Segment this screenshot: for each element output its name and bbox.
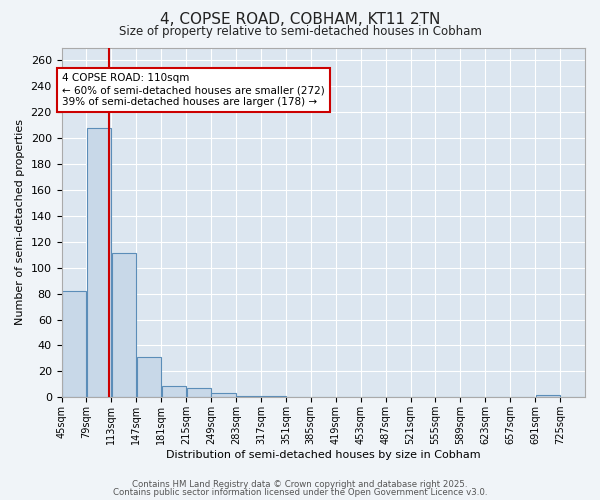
Text: Size of property relative to semi-detached houses in Cobham: Size of property relative to semi-detach… (119, 25, 481, 38)
Text: Contains public sector information licensed under the Open Government Licence v3: Contains public sector information licen… (113, 488, 487, 497)
Text: 4 COPSE ROAD: 110sqm
← 60% of semi-detached houses are smaller (272)
39% of semi: 4 COPSE ROAD: 110sqm ← 60% of semi-detac… (62, 74, 325, 106)
Text: 4, COPSE ROAD, COBHAM, KT11 2TN: 4, COPSE ROAD, COBHAM, KT11 2TN (160, 12, 440, 28)
Bar (187, 388, 211, 398)
Bar (137, 357, 161, 398)
Bar (62, 291, 86, 398)
Bar (262, 396, 286, 398)
Bar (536, 394, 560, 398)
Bar (236, 396, 260, 398)
Bar (112, 254, 136, 398)
X-axis label: Distribution of semi-detached houses by size in Cobham: Distribution of semi-detached houses by … (166, 450, 481, 460)
Bar (161, 386, 186, 398)
Y-axis label: Number of semi-detached properties: Number of semi-detached properties (15, 120, 25, 326)
Bar (87, 128, 111, 398)
Bar (211, 394, 236, 398)
Text: Contains HM Land Registry data © Crown copyright and database right 2025.: Contains HM Land Registry data © Crown c… (132, 480, 468, 489)
